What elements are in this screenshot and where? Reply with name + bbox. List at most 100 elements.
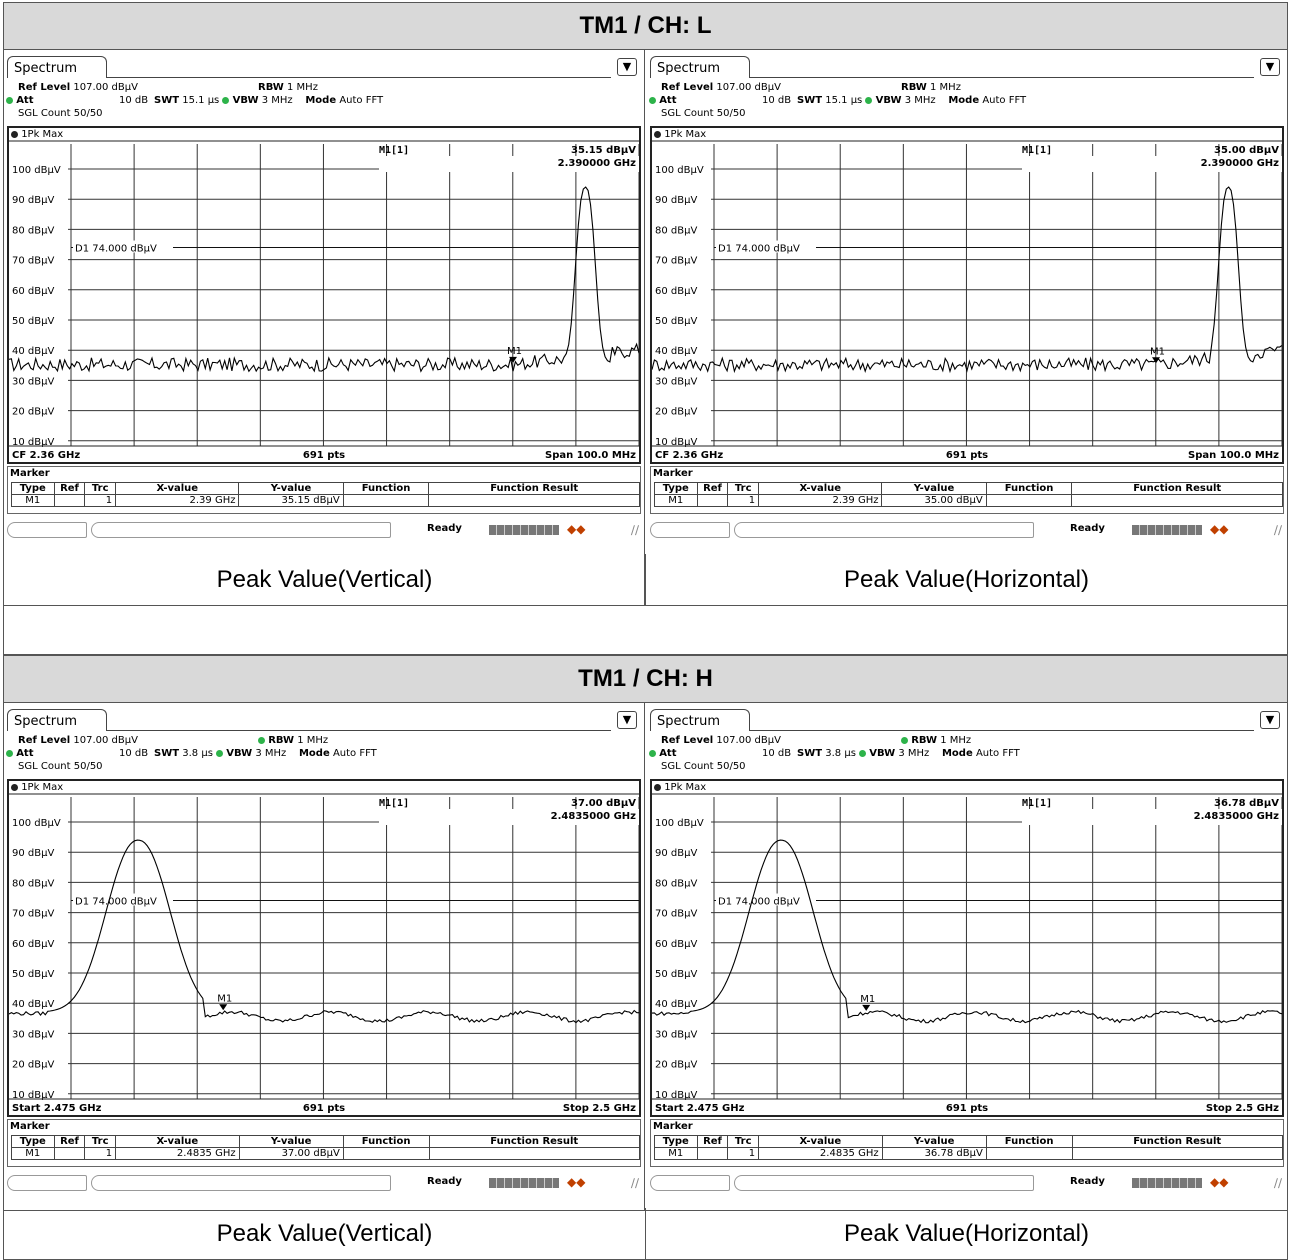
footer-mid: 691 pts (946, 450, 988, 461)
caption-horizontal: Peak Value(Horizontal) (645, 554, 1287, 605)
table-row[interactable]: M1 1 2.4835 GHz 37.00 dBµV (11, 1147, 640, 1160)
tab-spectrum[interactable]: Spectrum (7, 56, 107, 78)
status-field-message[interactable] (734, 1175, 1034, 1191)
y-tick-label: 100 dBµV (12, 165, 61, 176)
table-cell: 1 (84, 494, 117, 507)
y-tick-label: 60 dBµV (655, 939, 697, 950)
table-cell (985, 494, 1073, 507)
status-field-left[interactable] (650, 522, 730, 538)
menu-icon[interactable]: ▼ (617, 711, 637, 729)
marker-readout-value: 35.15 dBµV (571, 145, 636, 156)
status-field-left[interactable] (7, 522, 87, 538)
vbw-indicator-icon (216, 749, 224, 757)
ref-level-row: Ref Level 107.00 dBµV (661, 735, 781, 746)
marker-readout-freq: 2.390000 GHz (1201, 158, 1280, 169)
status-field-left[interactable] (650, 1175, 730, 1191)
y-tick-label: 40 dBµV (655, 346, 697, 357)
footer-right: Span 100.0 MHz (1188, 450, 1279, 461)
rbw-row: RBW 1 MHz (901, 82, 961, 93)
table-cell (53, 494, 86, 507)
trace-label: 1Pk Max (654, 129, 706, 140)
table-cell: 1 (727, 1147, 760, 1160)
marker-readout-name: M1[1] (379, 145, 409, 156)
spectrum-analyzer-window: Spectrum ▼ Ref Level 107.00 dBµV RBW 1 M… (4, 54, 641, 544)
table-header-cell: Function (342, 482, 430, 495)
spectrum-plot: 100 dBµV 90 dBµV 80 dBµV 70 dBµV 60 dBµV 50 d… (7, 126, 641, 464)
table-cell: M1 (654, 1147, 698, 1160)
status-bar: Ready ◆◆ ∕∕ (650, 519, 1284, 541)
tab-spectrum[interactable]: Spectrum (7, 709, 107, 731)
table-header-cell: Y-value (881, 482, 987, 495)
table-cell (696, 494, 729, 507)
att-value: 10 dB (762, 95, 792, 106)
vbw-indicator-icon (865, 96, 873, 104)
progress-indicator (1132, 525, 1202, 535)
menu-icon[interactable]: ▼ (1260, 711, 1280, 729)
status-field-left[interactable] (7, 1175, 87, 1191)
y-tick-label: 10 dBµV (655, 1090, 697, 1101)
status-field-message[interactable] (734, 522, 1034, 538)
progress-indicator (1132, 1178, 1202, 1188)
y-tick-label: 20 dBµV (12, 407, 54, 418)
table-cell: 2.39 GHz (115, 494, 240, 507)
status-field-message[interactable] (91, 1175, 391, 1191)
table-cell (1071, 494, 1283, 507)
progress-indicator (489, 1178, 559, 1188)
lxi-icon: ◆◆ (1210, 1175, 1229, 1189)
table-header-cell: X-value (115, 482, 240, 495)
swt-row: SWT 15.1 µs VBW 3 MHz Mode Auto FFT (797, 95, 1027, 106)
table-header-cell: Ref (53, 482, 86, 495)
status-bar: Ready ◆◆ ∕∕ (7, 519, 641, 541)
marker-label: M1 (860, 994, 875, 1005)
resize-grip-icon[interactable]: ∕∕ (630, 1176, 639, 1190)
marker-readout-freq: 2.390000 GHz (558, 158, 637, 169)
table-row[interactable]: M1 1 2.39 GHz 35.00 dBµV (654, 494, 1283, 507)
resize-grip-icon[interactable]: ∕∕ (1273, 523, 1282, 537)
menu-icon[interactable]: ▼ (1260, 58, 1280, 76)
spectrum-trace-svg: 100 dBµV 90 dBµV 80 dBµV 70 dBµV 60 dBµV 50 d… (652, 793, 1282, 1114)
status-ready: Ready (427, 1176, 462, 1187)
table-cell: 2.4835 GHz (115, 1147, 240, 1160)
resize-grip-icon[interactable]: ∕∕ (1273, 1176, 1282, 1190)
status-ready: Ready (427, 523, 462, 534)
spectrum-trace-svg: 100 dBµV 90 dBµV 80 dBµV 70 dBµV 60 dBµV 50 d… (9, 140, 639, 461)
table-cell: 36.78 dBµV (881, 1147, 987, 1160)
spectrum-analyzer-window: Spectrum ▼ Ref Level 107.00 dBµV RBW 1 M… (4, 707, 641, 1197)
y-tick-label: 10 dBµV (12, 437, 54, 448)
footer-left: CF 2.36 GHz (12, 450, 80, 461)
att-row: Att (649, 748, 677, 759)
table-cell: 2.4835 GHz (758, 1147, 883, 1160)
y-tick-label: 80 dBµV (12, 225, 54, 236)
table-header-cell: Function Result (1071, 1135, 1283, 1148)
spacer-row (3, 605, 1288, 655)
spectrum-trace (9, 839, 639, 1024)
tab-spectrum[interactable]: Spectrum (650, 709, 750, 731)
swt-row: SWT 3.8 µs VBW 3 MHz Mode Auto FFT (154, 748, 377, 759)
y-tick-label: 40 dBµV (12, 999, 54, 1010)
resize-grip-icon[interactable]: ∕∕ (630, 523, 639, 537)
table-header-cell: X-value (758, 1135, 883, 1148)
table-row[interactable]: M1 1 2.39 GHz 35.15 dBµV (11, 494, 640, 507)
display-line-label: D1 74.000 dBµV (75, 244, 157, 255)
table-header-cell: Function Result (428, 1135, 640, 1148)
sgl-count: SGL Count 50/50 (18, 761, 103, 772)
status-field-message[interactable] (91, 522, 391, 538)
y-tick-label: 10 dBµV (655, 437, 697, 448)
marker-table-panel: Marker Type Ref Trc X-value Y-value Function F… (7, 466, 641, 514)
table-header-cell: Type (11, 1135, 55, 1148)
vbw-indicator-icon (859, 749, 867, 757)
table-header-cell: X-value (758, 482, 883, 495)
trace-indicator-icon (11, 130, 18, 138)
table-row[interactable]: M1 1 2.4835 GHz 36.78 dBµV (654, 1147, 1283, 1160)
tab-spectrum[interactable]: Spectrum (650, 56, 750, 78)
att-row: Att (6, 748, 34, 759)
att-row: Att (649, 95, 677, 106)
menu-icon[interactable]: ▼ (617, 58, 637, 76)
ref-level-row: Ref Level 107.00 dBµV (18, 735, 138, 746)
rbw-indicator-icon (258, 736, 265, 744)
table-header-cell: Function Result (428, 482, 640, 495)
caption-vertical: Peak Value(Vertical) (216, 1219, 433, 1247)
att-indicator-icon (649, 96, 656, 104)
spectrum-trace-svg: 100 dBµV 90 dBµV 80 dBµV 70 dBµV 60 dBµV 50 d… (9, 793, 639, 1114)
table-cell (428, 1147, 640, 1160)
